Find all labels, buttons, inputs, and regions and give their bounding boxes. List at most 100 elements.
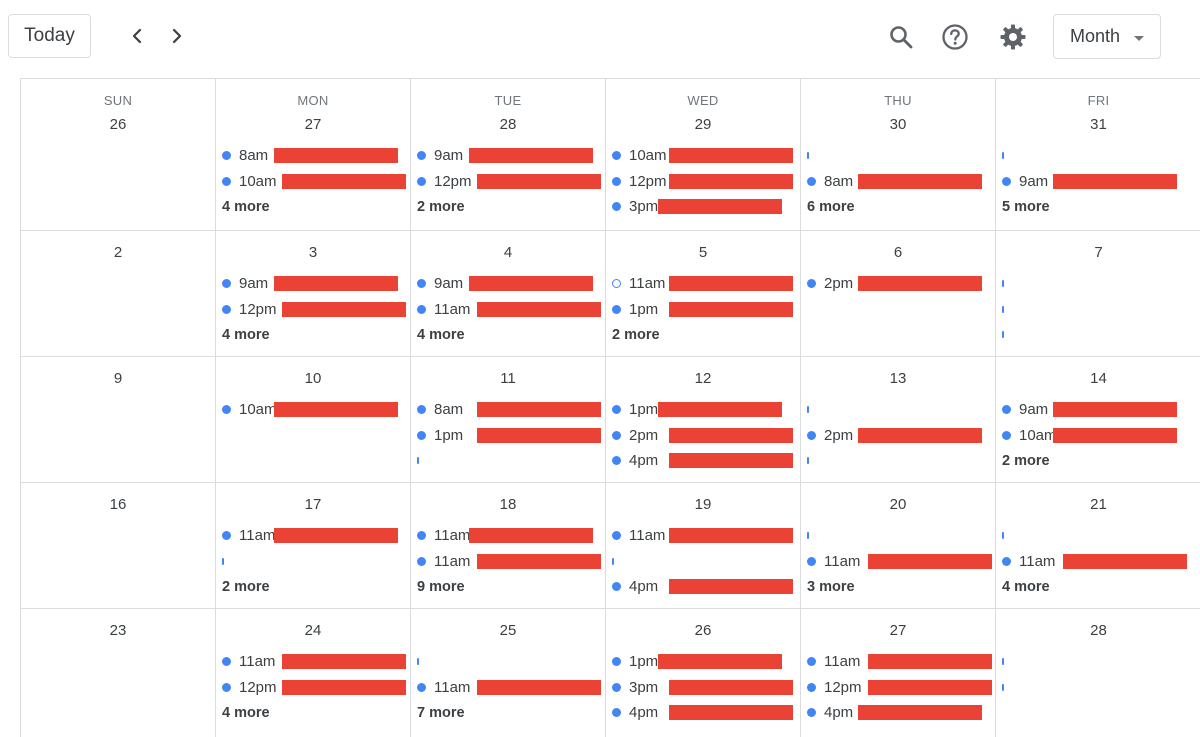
day-cell[interactable]: THU 30 8am 6 more xyxy=(801,79,996,231)
day-cell[interactable]: 23 xyxy=(21,609,216,737)
day-number[interactable]: 3 xyxy=(308,244,318,261)
day-number[interactable]: 20 xyxy=(889,496,907,513)
event-chip[interactable]: 11am xyxy=(801,649,995,675)
event-chip[interactable] xyxy=(996,649,1200,675)
day-number[interactable]: 19 xyxy=(694,496,712,513)
day-number[interactable]: 6 xyxy=(893,244,903,261)
more-events-link[interactable]: 9 more xyxy=(417,578,465,595)
event-chip[interactable] xyxy=(606,549,800,575)
more-events-link[interactable]: 4 more xyxy=(1002,578,1050,595)
event-chip[interactable]: 11am xyxy=(606,523,800,549)
day-cell[interactable]: TUE 28 9am 12pm 2 more xyxy=(411,79,606,231)
event-chip[interactable] xyxy=(216,549,410,575)
day-number[interactable]: 30 xyxy=(889,116,907,133)
event-chip[interactable]: 12pm xyxy=(801,675,995,701)
day-number[interactable]: 5 xyxy=(698,244,708,261)
day-number[interactable]: 27 xyxy=(889,622,907,639)
day-cell[interactable]: 7 xyxy=(996,231,1200,357)
event-chip[interactable]: 10am xyxy=(216,397,410,423)
day-cell[interactable]: 10 10am xyxy=(216,357,411,483)
more-events-link[interactable]: 7 more xyxy=(417,704,465,721)
chevron-right-icon[interactable] xyxy=(159,18,195,54)
day-cell[interactable]: 28 xyxy=(996,609,1200,737)
event-chip[interactable]: 4pm xyxy=(606,700,800,726)
event-chip[interactable]: 2pm xyxy=(801,271,995,297)
day-number[interactable]: 26 xyxy=(694,622,712,639)
event-chip[interactable]: 3pm xyxy=(606,194,800,220)
event-chip[interactable] xyxy=(411,448,605,474)
more-events-link[interactable]: 5 more xyxy=(1002,198,1050,215)
more-events-link[interactable]: 2 more xyxy=(417,198,465,215)
day-number[interactable]: 11 xyxy=(500,370,516,387)
day-cell[interactable]: 26 1pm 3pm 4pm xyxy=(606,609,801,737)
day-number[interactable]: 7 xyxy=(1094,244,1103,261)
event-chip[interactable]: 10am xyxy=(996,423,1200,449)
day-number[interactable]: 28 xyxy=(499,116,517,133)
event-chip[interactable] xyxy=(996,271,1200,297)
event-chip[interactable]: 11am xyxy=(216,523,410,549)
event-chip[interactable]: 9am xyxy=(216,271,410,297)
day-cell[interactable]: 5 11am 1pm 2 more xyxy=(606,231,801,357)
day-cell[interactable]: 17 11am 2 more xyxy=(216,483,411,609)
day-number[interactable]: 21 xyxy=(1090,496,1107,513)
event-chip[interactable]: 11am xyxy=(996,549,1200,575)
day-number[interactable]: 12 xyxy=(694,370,712,387)
day-number[interactable]: 18 xyxy=(499,496,517,513)
event-chip[interactable]: 12pm xyxy=(216,675,410,701)
event-chip[interactable]: 8am xyxy=(801,169,995,195)
day-cell[interactable]: 6 2pm xyxy=(801,231,996,357)
day-number[interactable]: 10 xyxy=(304,370,322,387)
event-chip[interactable]: 8am xyxy=(216,143,410,169)
event-chip[interactable]: 11am xyxy=(411,675,605,701)
event-chip[interactable]: 12pm xyxy=(606,169,800,195)
event-chip[interactable]: 4pm xyxy=(801,700,995,726)
more-events-link[interactable]: 2 more xyxy=(222,578,270,595)
day-cell[interactable]: 25 11am 7 more xyxy=(411,609,606,737)
event-chip[interactable]: 3pm xyxy=(606,675,800,701)
day-number[interactable]: 23 xyxy=(109,622,127,639)
day-number[interactable]: 17 xyxy=(304,496,322,513)
event-chip[interactable]: 12pm xyxy=(216,297,410,323)
day-number[interactable]: 24 xyxy=(304,622,322,639)
more-events-link[interactable]: 3 more xyxy=(807,578,855,595)
day-cell[interactable]: 9 xyxy=(21,357,216,483)
day-number[interactable]: 25 xyxy=(499,622,517,639)
day-number[interactable]: 16 xyxy=(109,496,127,513)
event-chip[interactable] xyxy=(996,523,1200,549)
day-cell[interactable]: 4 9am 11am 4 more xyxy=(411,231,606,357)
more-events-link[interactable]: 6 more xyxy=(807,198,855,215)
event-chip[interactable] xyxy=(996,322,1200,348)
chevron-left-icon[interactable] xyxy=(119,18,155,54)
day-number[interactable]: 29 xyxy=(694,116,712,133)
event-chip[interactable] xyxy=(996,143,1200,169)
event-chip[interactable]: 11am xyxy=(606,271,800,297)
gear-icon[interactable] xyxy=(994,18,1032,56)
day-number[interactable]: 9 xyxy=(113,370,123,387)
event-chip[interactable]: 2pm xyxy=(606,423,800,449)
event-chip[interactable]: 8am xyxy=(411,397,605,423)
view-selector[interactable]: Month xyxy=(1053,14,1161,59)
day-number[interactable]: 2 xyxy=(113,244,123,261)
event-chip[interactable]: 4pm xyxy=(606,574,800,600)
event-chip[interactable]: 9am xyxy=(996,169,1200,195)
event-chip[interactable] xyxy=(996,297,1200,323)
day-cell[interactable]: 27 11am 12pm 4pm xyxy=(801,609,996,737)
day-cell[interactable]: 20 11am 3 more xyxy=(801,483,996,609)
event-chip[interactable] xyxy=(996,675,1200,701)
help-icon[interactable] xyxy=(936,18,974,56)
today-button[interactable]: Today xyxy=(8,14,91,58)
day-number[interactable]: 31 xyxy=(1090,116,1107,133)
event-chip[interactable]: 4pm xyxy=(606,448,800,474)
day-cell[interactable]: 21 11am 4 more xyxy=(996,483,1200,609)
day-cell[interactable]: MON 27 8am 10am 4 more xyxy=(216,79,411,231)
event-chip[interactable] xyxy=(801,143,995,169)
day-number[interactable]: 4 xyxy=(503,244,513,261)
search-icon[interactable] xyxy=(882,18,920,56)
event-chip[interactable]: 12pm xyxy=(411,169,605,195)
event-chip[interactable]: 2pm xyxy=(801,423,995,449)
day-cell[interactable]: WED 29 10am 12pm 3pm xyxy=(606,79,801,231)
day-cell[interactable]: 16 xyxy=(21,483,216,609)
more-events-link[interactable]: 4 more xyxy=(222,198,270,215)
more-events-link[interactable]: 4 more xyxy=(417,326,465,343)
event-chip[interactable]: 10am xyxy=(606,143,800,169)
